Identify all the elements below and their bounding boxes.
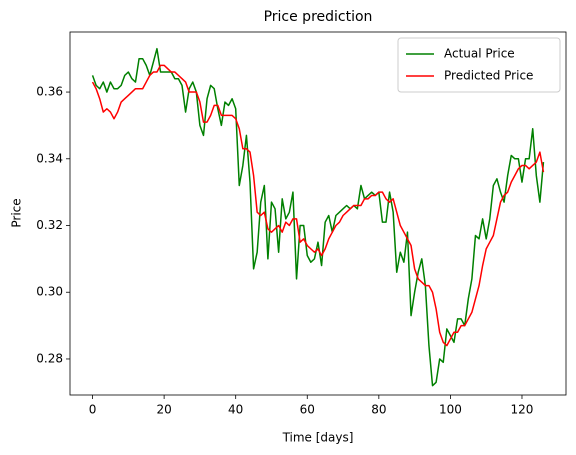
x-tick-label: 0 (89, 403, 97, 417)
x-tick-label: 40 (228, 403, 243, 417)
y-tick-label: 0.28 (36, 351, 63, 365)
y-tick-label: 0.36 (36, 85, 63, 99)
x-tick-label: 60 (300, 403, 315, 417)
x-tick-label: 100 (439, 403, 462, 417)
chart-title: Price prediction (264, 9, 373, 25)
legend-box (397, 37, 561, 93)
y-tick-label: 0.30 (36, 285, 63, 299)
x-tick-label: 120 (511, 403, 534, 417)
y-tick-label: 0.32 (36, 218, 63, 232)
x-tick-label: 20 (156, 403, 171, 417)
axes-frame (69, 31, 567, 396)
legend-label: Actual Price (444, 47, 515, 61)
y-tick-label: 0.34 (36, 151, 63, 165)
series-line (91, 64, 545, 347)
y-axis-label: Price (10, 198, 24, 227)
series-line (91, 47, 545, 387)
x-axis-label: Time [days] (282, 431, 354, 445)
legend-label: Predicted Price (444, 69, 533, 83)
x-tick-label: 80 (371, 403, 386, 417)
